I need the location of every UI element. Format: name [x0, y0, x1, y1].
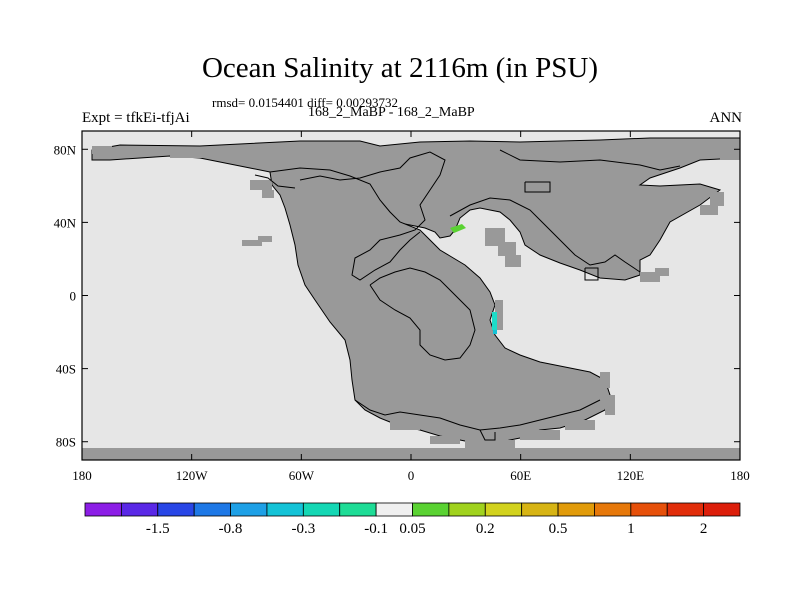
- coastline-west-fringe: [254, 174, 296, 189]
- lat-tick-label: 40N: [54, 215, 77, 230]
- colorbar-label: 0.5: [549, 521, 568, 537]
- colorbar-swatch: [594, 502, 632, 517]
- coastline-arctic-margin: [499, 149, 681, 171]
- coastline-antarctic-inlet: [479, 429, 496, 441]
- lon-tick-label: 0: [408, 468, 415, 483]
- stats-label: rmsd= 0.0154401 diff= 0.00293732: [212, 95, 398, 110]
- colorbar-swatch: [339, 502, 377, 517]
- colorbar-label: 0.05: [399, 521, 425, 537]
- colorbar-label: -0.8: [219, 521, 243, 537]
- lat-tick-label: 80N: [54, 142, 77, 157]
- coastline-small-block: [584, 267, 599, 281]
- colorbar: [84, 502, 741, 517]
- colorbar-swatch: [557, 502, 595, 517]
- colorbar-swatch: [157, 502, 195, 517]
- colorbar-swatch: [484, 502, 523, 517]
- colorbar-label: 0.2: [476, 521, 495, 537]
- salinity-anomalies: [450, 224, 497, 334]
- coastline-east-basin: [449, 197, 641, 273]
- colorbar-label: 2: [700, 521, 708, 537]
- lat-tick-label: 80S: [56, 435, 76, 450]
- colorbar-swatch: [412, 502, 450, 517]
- lon-tick-label: 60W: [289, 468, 315, 483]
- colorbar-swatch: [84, 502, 122, 517]
- colorbar-label: -1.5: [146, 521, 170, 537]
- coastline-north-basin: [299, 151, 446, 281]
- colorbar-swatch: [666, 502, 705, 517]
- colorbar-swatch: [230, 502, 268, 517]
- colorbar-label: -0.1: [364, 521, 388, 537]
- colorbar-swatch: [375, 502, 413, 517]
- colorbar-swatch: [521, 502, 559, 517]
- axis-tick-labels: 180 120W 60W 0 60E 120E 180 80N 40N 0 40S 80S: [54, 142, 750, 483]
- axis-ticks: [81, 131, 741, 460]
- colorbar-swatch: [703, 502, 741, 517]
- coastlines: [254, 149, 681, 441]
- coastline-india-block: [524, 181, 551, 193]
- lon-tick-label: 120W: [176, 468, 209, 483]
- anomaly-negative-cell: [493, 330, 497, 334]
- experiment-label: Expt = tfkEi-tfjAi: [82, 110, 190, 126]
- colorbar-swatch: [266, 502, 304, 517]
- season-label: ANN: [709, 110, 743, 126]
- period-label: 168_2_MaBP - 168_2_MaBP: [308, 105, 475, 120]
- colorbar-swatch: [630, 502, 668, 517]
- lat-tick-label: 40S: [56, 362, 76, 377]
- anomaly-negative: [492, 312, 497, 330]
- coastline-south-margin: [354, 399, 601, 431]
- map-title: Ocean Salinity at 2116m (in PSU): [201, 52, 599, 84]
- colorbar-swatch: [448, 502, 486, 517]
- colorbar-swatch: [193, 502, 231, 517]
- land-mask-fringe: [92, 145, 740, 448]
- lon-tick-label: 120E: [617, 468, 645, 483]
- lon-tick-label: 60E: [510, 468, 531, 483]
- lon-tick-label: 180: [72, 468, 92, 483]
- anomaly-positive: [450, 224, 466, 233]
- colorbar-swatch: [120, 502, 159, 517]
- lon-tick-label: 180: [730, 468, 750, 483]
- colorbar-label: -0.3: [291, 521, 315, 537]
- coastline-gondwana: [369, 267, 476, 361]
- lat-tick-label: 0: [70, 289, 77, 304]
- colorbar-labels: -1.5 -0.8 -0.3 -0.1 0.05 0.2 0.5 1 2: [146, 521, 707, 537]
- colorbar-swatch: [302, 502, 341, 517]
- colorbar-label: 1: [627, 521, 635, 537]
